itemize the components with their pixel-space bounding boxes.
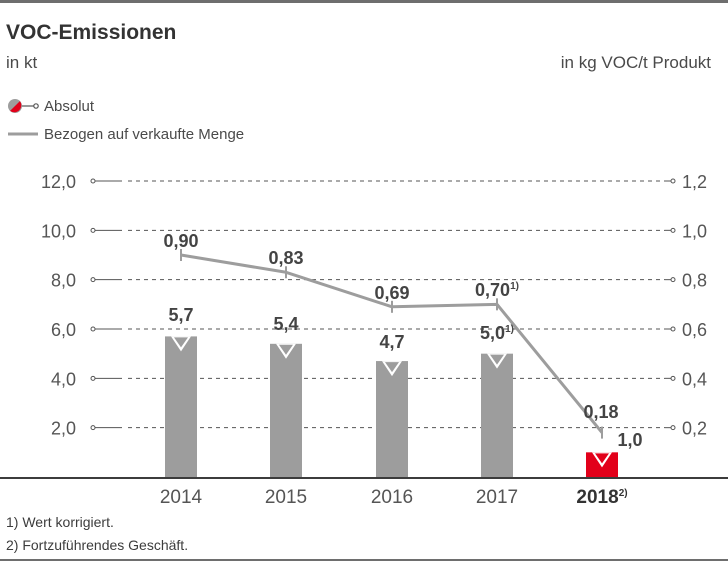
- bar-marker: [174, 337, 188, 348]
- bar-value-label: 5,7: [168, 305, 193, 325]
- left-tick-dot: [90, 178, 96, 184]
- bar: [165, 336, 197, 477]
- right-axis-unit: in kg VOC/t Produkt: [560, 53, 711, 72]
- right-tick-label: 1,2: [682, 172, 707, 192]
- bottom-rule: [0, 559, 728, 561]
- left-tick-label: 8,0: [51, 271, 76, 291]
- category-label: 20182): [576, 487, 627, 508]
- left-tick-dot: [90, 227, 96, 233]
- bar-value-label: 4,7: [379, 332, 404, 352]
- line-value-label: 0,701): [475, 280, 519, 300]
- bar-marker: [279, 344, 293, 355]
- left-tick-dot: [90, 375, 96, 381]
- bar: [270, 343, 302, 477]
- top-rule: [0, 0, 728, 3]
- left-tick-label: 6,0: [51, 320, 76, 340]
- left-tick-label: 12,0: [41, 172, 76, 192]
- left-tick-label: 2,0: [51, 419, 76, 439]
- legend-item-absolute: Absolut: [6, 97, 94, 115]
- category-label: 2014: [160, 487, 203, 508]
- right-tick-label: 0,8: [682, 271, 707, 291]
- right-tick-dot: [670, 375, 676, 381]
- bar: [376, 361, 408, 477]
- footnote-2: 2) Fortzuführendes Geschäft.: [6, 537, 189, 553]
- left-tick-dot: [90, 425, 96, 431]
- right-tick-label: 0,6: [682, 320, 707, 340]
- left-axis-unit: in kt: [6, 53, 38, 72]
- right-tick-dot: [670, 326, 676, 332]
- legend-absolute-label: Absolut: [44, 97, 95, 115]
- bar-marker: [595, 453, 609, 464]
- bar-marker: [490, 354, 504, 365]
- line-value-label: 0,69: [374, 283, 409, 303]
- bar-marker: [385, 362, 399, 373]
- legend-relative-label: Bezogen auf verkaufte Menge: [44, 125, 245, 143]
- bar-value-label: 1,0: [617, 430, 642, 450]
- right-tick-label: 1,0: [682, 221, 707, 241]
- right-tick-dot: [670, 178, 676, 184]
- bar-value-label: 5,01): [480, 323, 514, 343]
- left-tick-dot: [90, 326, 96, 332]
- bar: [481, 353, 513, 477]
- right-tick-dot: [670, 425, 676, 431]
- category-label: 2015: [265, 487, 307, 508]
- right-tick-dot: [670, 227, 676, 233]
- footnotes: 1) Wert korrigiert. 2) Fortzuführendes G…: [6, 511, 188, 557]
- bar-value-label: 5,4: [273, 314, 298, 334]
- legend-line-icon: [8, 132, 38, 136]
- legend-item-relative: Bezogen auf verkaufte Menge: [6, 125, 244, 143]
- line-value-label: 0,90: [163, 231, 198, 251]
- right-tick-label: 0,4: [682, 369, 707, 389]
- category-label: 2017: [476, 487, 518, 508]
- left-tick-label: 10,0: [41, 221, 76, 241]
- legend-absolute-icon: [8, 99, 39, 113]
- left-tick-dot: [90, 277, 96, 283]
- line-value-label: 0,83: [268, 248, 303, 268]
- line-value-label: 0,18: [583, 402, 618, 422]
- chart-title: VOC-Emissionen: [6, 21, 177, 44]
- footnote-1: 1) Wert korrigiert.: [6, 514, 114, 530]
- right-tick-label: 0,2: [682, 419, 707, 439]
- category-label: 2016: [371, 487, 413, 508]
- left-tick-label: 4,0: [51, 369, 76, 389]
- right-tick-dot: [670, 277, 676, 283]
